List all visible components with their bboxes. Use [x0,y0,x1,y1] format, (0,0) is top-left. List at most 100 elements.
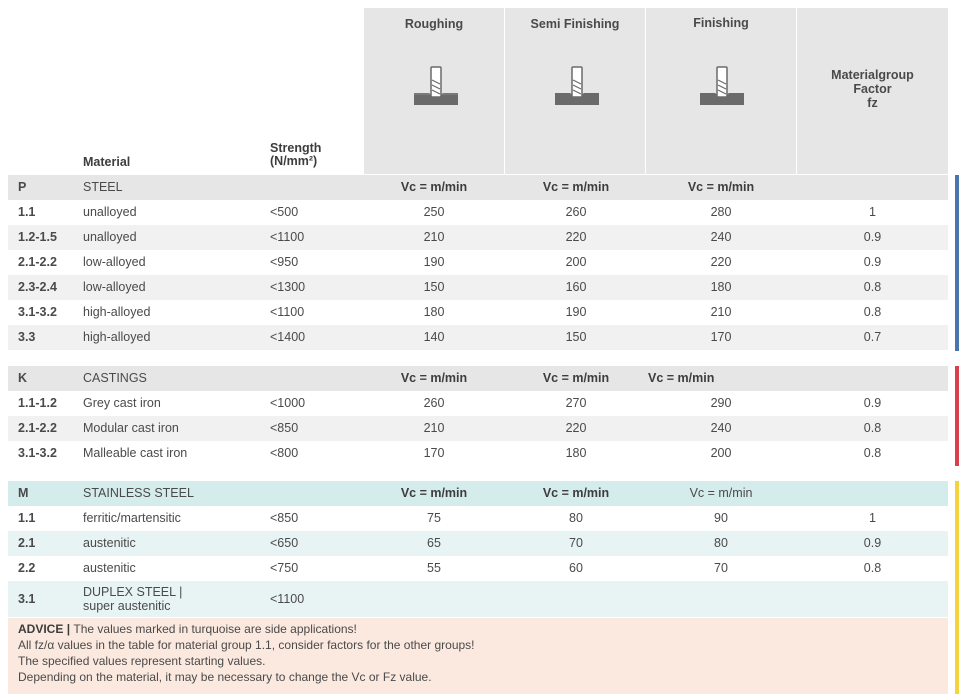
vc-roughing-label: Vc = m/min [400,371,468,385]
fz-value: 0.7 [863,330,882,344]
material-name: low-alloyed [83,280,146,294]
finishing-value: 80 [714,536,728,550]
vc-finishing-label: Vc = m/min [648,371,715,385]
roughing-end-mill-icon [414,66,458,105]
advice-box: ADVICE | The values marked in turquoise … [8,618,948,694]
fz-value: 0.9 [863,230,882,244]
semi-finishing-value: 220 [565,421,587,435]
roughing-value: 55 [427,561,441,575]
finishing-value: 180 [710,280,732,294]
strength-value: <650 [270,536,299,550]
strength-value: <1100 [270,305,305,319]
advice-line3: The specified values represent starting … [18,654,266,668]
material-name: high-alloyed [83,330,151,344]
finishing-value: 90 [714,511,728,525]
table-row: 3.1-3.2 high-alloyed <1100 180 190 210 0… [8,300,948,325]
fz-value: 0.9 [863,255,882,269]
finishing-value: 280 [710,205,732,219]
vc-semi-finishing-label: Vc = m/min [542,486,610,500]
advice-text-1: The values marked in turquoise are side … [73,622,357,636]
semi-finishing-value: 260 [565,205,587,219]
table-row: 2.1-2.2 Modular cast iron <850 210 220 2… [8,416,948,441]
strength-value: <800 [270,446,299,460]
strength-value: <950 [270,255,299,269]
material-name: DUPLEX STEEL | super austenitic [83,585,182,613]
roughing-value: 150 [423,280,445,294]
finishing-value: 290 [710,396,732,410]
steel-group-bar [955,175,959,351]
material-group: 1.1-1.2 [18,396,57,410]
finishing-end-mill-icon [700,66,744,105]
strength-value: <1100 [270,230,305,244]
section-code: P [18,180,27,194]
semi-finishing-value: 70 [569,536,583,550]
fz-title-line2: Factor [853,82,892,96]
material-group: 1.2-1.5 [18,230,57,244]
section-header-stainless-steel: M STAINLESS STEEL Vc = m/min Vc = m/min … [8,481,948,506]
table-row: 1.1 ferritic/martensitic <850 75 80 90 1 [8,506,948,531]
table-row: 1.1-1.2 Grey cast iron <1000 260 270 290… [8,391,948,416]
finishing-value: 240 [710,421,732,435]
vc-finishing-label: Vc = m/min [689,486,753,500]
strength-label-line2: (N/mm²) [270,154,318,168]
material-group: 3.1-3.2 [18,305,57,319]
fz-value: 0.8 [863,305,882,319]
strength-value: <1100 [270,592,305,606]
material-group: 3.3 [18,330,36,344]
section-name: CASTINGS [83,371,147,385]
semi-finishing-end-mill-icon [555,66,599,105]
material-name: Malleable cast iron [83,446,188,460]
finishing-value: 70 [714,561,728,575]
semi-finishing-value: 190 [565,305,587,319]
finishing-value: 200 [710,446,732,460]
material-group: 3.1-3.2 [18,446,57,460]
section-code: M [18,486,29,500]
semi-finishing-value: 200 [565,255,587,269]
fz-value: 0.8 [863,280,882,294]
material-name: austenitic [83,561,136,575]
roughing-value: 250 [423,205,445,219]
fz-value: 0.8 [863,561,882,575]
finishing-title: Finishing [693,16,749,30]
advice-line4: Depending on the material, it may be nec… [18,670,432,684]
vc-semi-finishing-label: Vc = m/min [542,180,610,194]
section-code: K [18,371,28,385]
strength-value: <1400 [270,330,306,344]
roughing-title: Roughing [404,17,464,31]
section-header-steel: P STEEL Vc = m/min Vc = m/min Vc = m/min [8,175,948,200]
material-group: 1.1 [18,205,36,219]
fz-value: 1 [869,205,876,219]
semi-finishing-value: 60 [569,561,583,575]
material-column-label: Material [83,155,131,169]
semi-finishing-value: 270 [565,396,587,410]
material-name: Grey cast iron [83,396,161,410]
table-row: 1.1 unalloyed <500 250 260 280 1 [8,200,948,225]
roughing-value: 170 [423,446,445,460]
section-name: STAINLESS STEEL [83,486,194,500]
table-row: 1.2-1.5 unalloyed <1100 210 220 240 0.9 [8,225,948,250]
fz-title-line1: Materialgroup [831,68,914,82]
fz-value: 1 [869,511,876,525]
fz-value: 0.9 [863,536,882,550]
roughing-value: 210 [423,230,445,244]
material-name: ferritic/martensitic [83,511,181,525]
finishing-value: 220 [710,255,732,269]
vc-finishing-label: Vc = m/min [687,180,755,194]
table-row: 2.1-2.2 low-alloyed <950 190 200 220 0.9 [8,250,948,275]
strength-value: <1000 [270,396,306,410]
roughing-value: 140 [423,330,445,344]
table-row: 3.3 high-alloyed <1400 140 150 170 0.7 [8,325,948,350]
advice-label: ADVICE [18,622,64,636]
roughing-value: 75 [427,511,441,525]
semi-finishing-value: 150 [565,330,587,344]
material-name-line2: super austenitic [83,599,171,613]
material-name: high-alloyed [83,305,151,319]
strength-value: <850 [270,421,299,435]
material-name: low-alloyed [83,255,146,269]
roughing-value: 210 [423,421,445,435]
material-group: 2.3-2.4 [18,280,57,294]
finishing-value: 170 [710,330,732,344]
strength-value: <850 [270,511,299,525]
strength-value: <1300 [270,280,306,294]
castings-group-bar [955,366,959,466]
